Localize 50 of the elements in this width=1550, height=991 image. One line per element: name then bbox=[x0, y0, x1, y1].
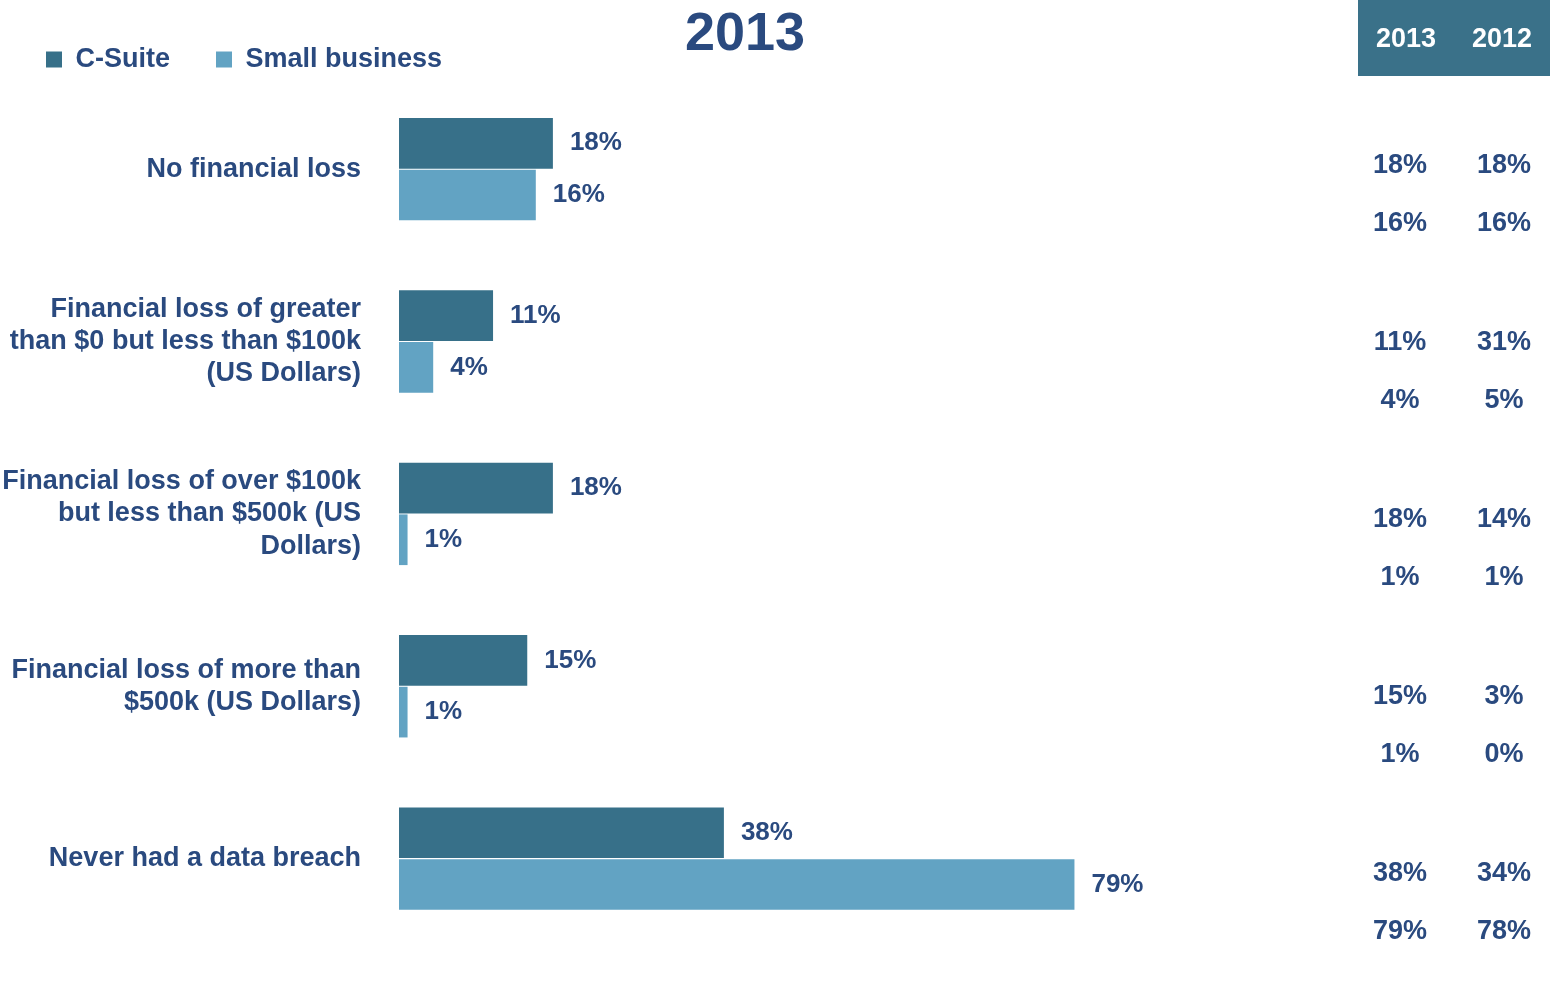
y-tick-label: No financial loss bbox=[146, 152, 361, 183]
bar bbox=[399, 342, 434, 393]
y-tick-label: Never had a data breach bbox=[48, 842, 361, 873]
data-label: 18% bbox=[569, 126, 622, 157]
legend-label: Small business bbox=[245, 42, 443, 73]
y-tick-label: Financial loss of over $100k but less than $500k (US Dollars) bbox=[2, 464, 362, 560]
text: 31% bbox=[1475, 325, 1532, 358]
data-label: 79% bbox=[1091, 867, 1144, 898]
text: 14% bbox=[1475, 503, 1532, 535]
bar bbox=[399, 859, 1075, 910]
text: 1% bbox=[1379, 738, 1421, 771]
data-label: 4% bbox=[450, 350, 488, 381]
text: 38% bbox=[1371, 857, 1428, 890]
text: 16% bbox=[1371, 206, 1428, 239]
data-label: 16% bbox=[552, 178, 605, 209]
y-tick-label: Financial loss of more than $500k (US Dollars) bbox=[11, 653, 361, 716]
text: 16% bbox=[1475, 206, 1532, 239]
text: 79% bbox=[1371, 915, 1428, 948]
bar bbox=[399, 635, 528, 686]
data-label: 1% bbox=[424, 695, 463, 726]
chart-title: 2013 bbox=[683, 0, 807, 62]
text: 0% bbox=[1483, 738, 1525, 771]
data-label: 38% bbox=[740, 815, 793, 846]
bar bbox=[399, 514, 408, 566]
bar bbox=[399, 169, 536, 221]
category-label: 2013 bbox=[1374, 22, 1438, 54]
data-label: 18% bbox=[569, 471, 622, 502]
bar bbox=[399, 462, 553, 514]
text: 11% bbox=[1372, 325, 1428, 358]
text: 18% bbox=[1371, 148, 1428, 181]
text: 4% bbox=[1379, 383, 1421, 416]
text: 78% bbox=[1475, 915, 1532, 948]
bar bbox=[399, 290, 494, 342]
data-label: 15% bbox=[544, 643, 597, 674]
bar bbox=[399, 686, 408, 738]
data-label: 1% bbox=[424, 522, 463, 553]
y-tick-label: Financial loss of greater than $0 but less than $100k (US Dollars) bbox=[9, 292, 362, 388]
text: 15% bbox=[1371, 680, 1428, 713]
text: 1% bbox=[1483, 561, 1525, 593]
text: 18% bbox=[1371, 503, 1428, 535]
bar bbox=[399, 807, 724, 859]
legend-label: C-Suite bbox=[75, 42, 170, 73]
category-label: 2012 bbox=[1470, 22, 1534, 54]
text: 1% bbox=[1379, 561, 1421, 593]
text: 34% bbox=[1475, 857, 1532, 890]
text: 5% bbox=[1483, 383, 1525, 416]
bar bbox=[399, 117, 553, 169]
data-label: 11% bbox=[510, 298, 561, 329]
text: 3% bbox=[1483, 680, 1525, 713]
text: 18% bbox=[1475, 148, 1532, 181]
